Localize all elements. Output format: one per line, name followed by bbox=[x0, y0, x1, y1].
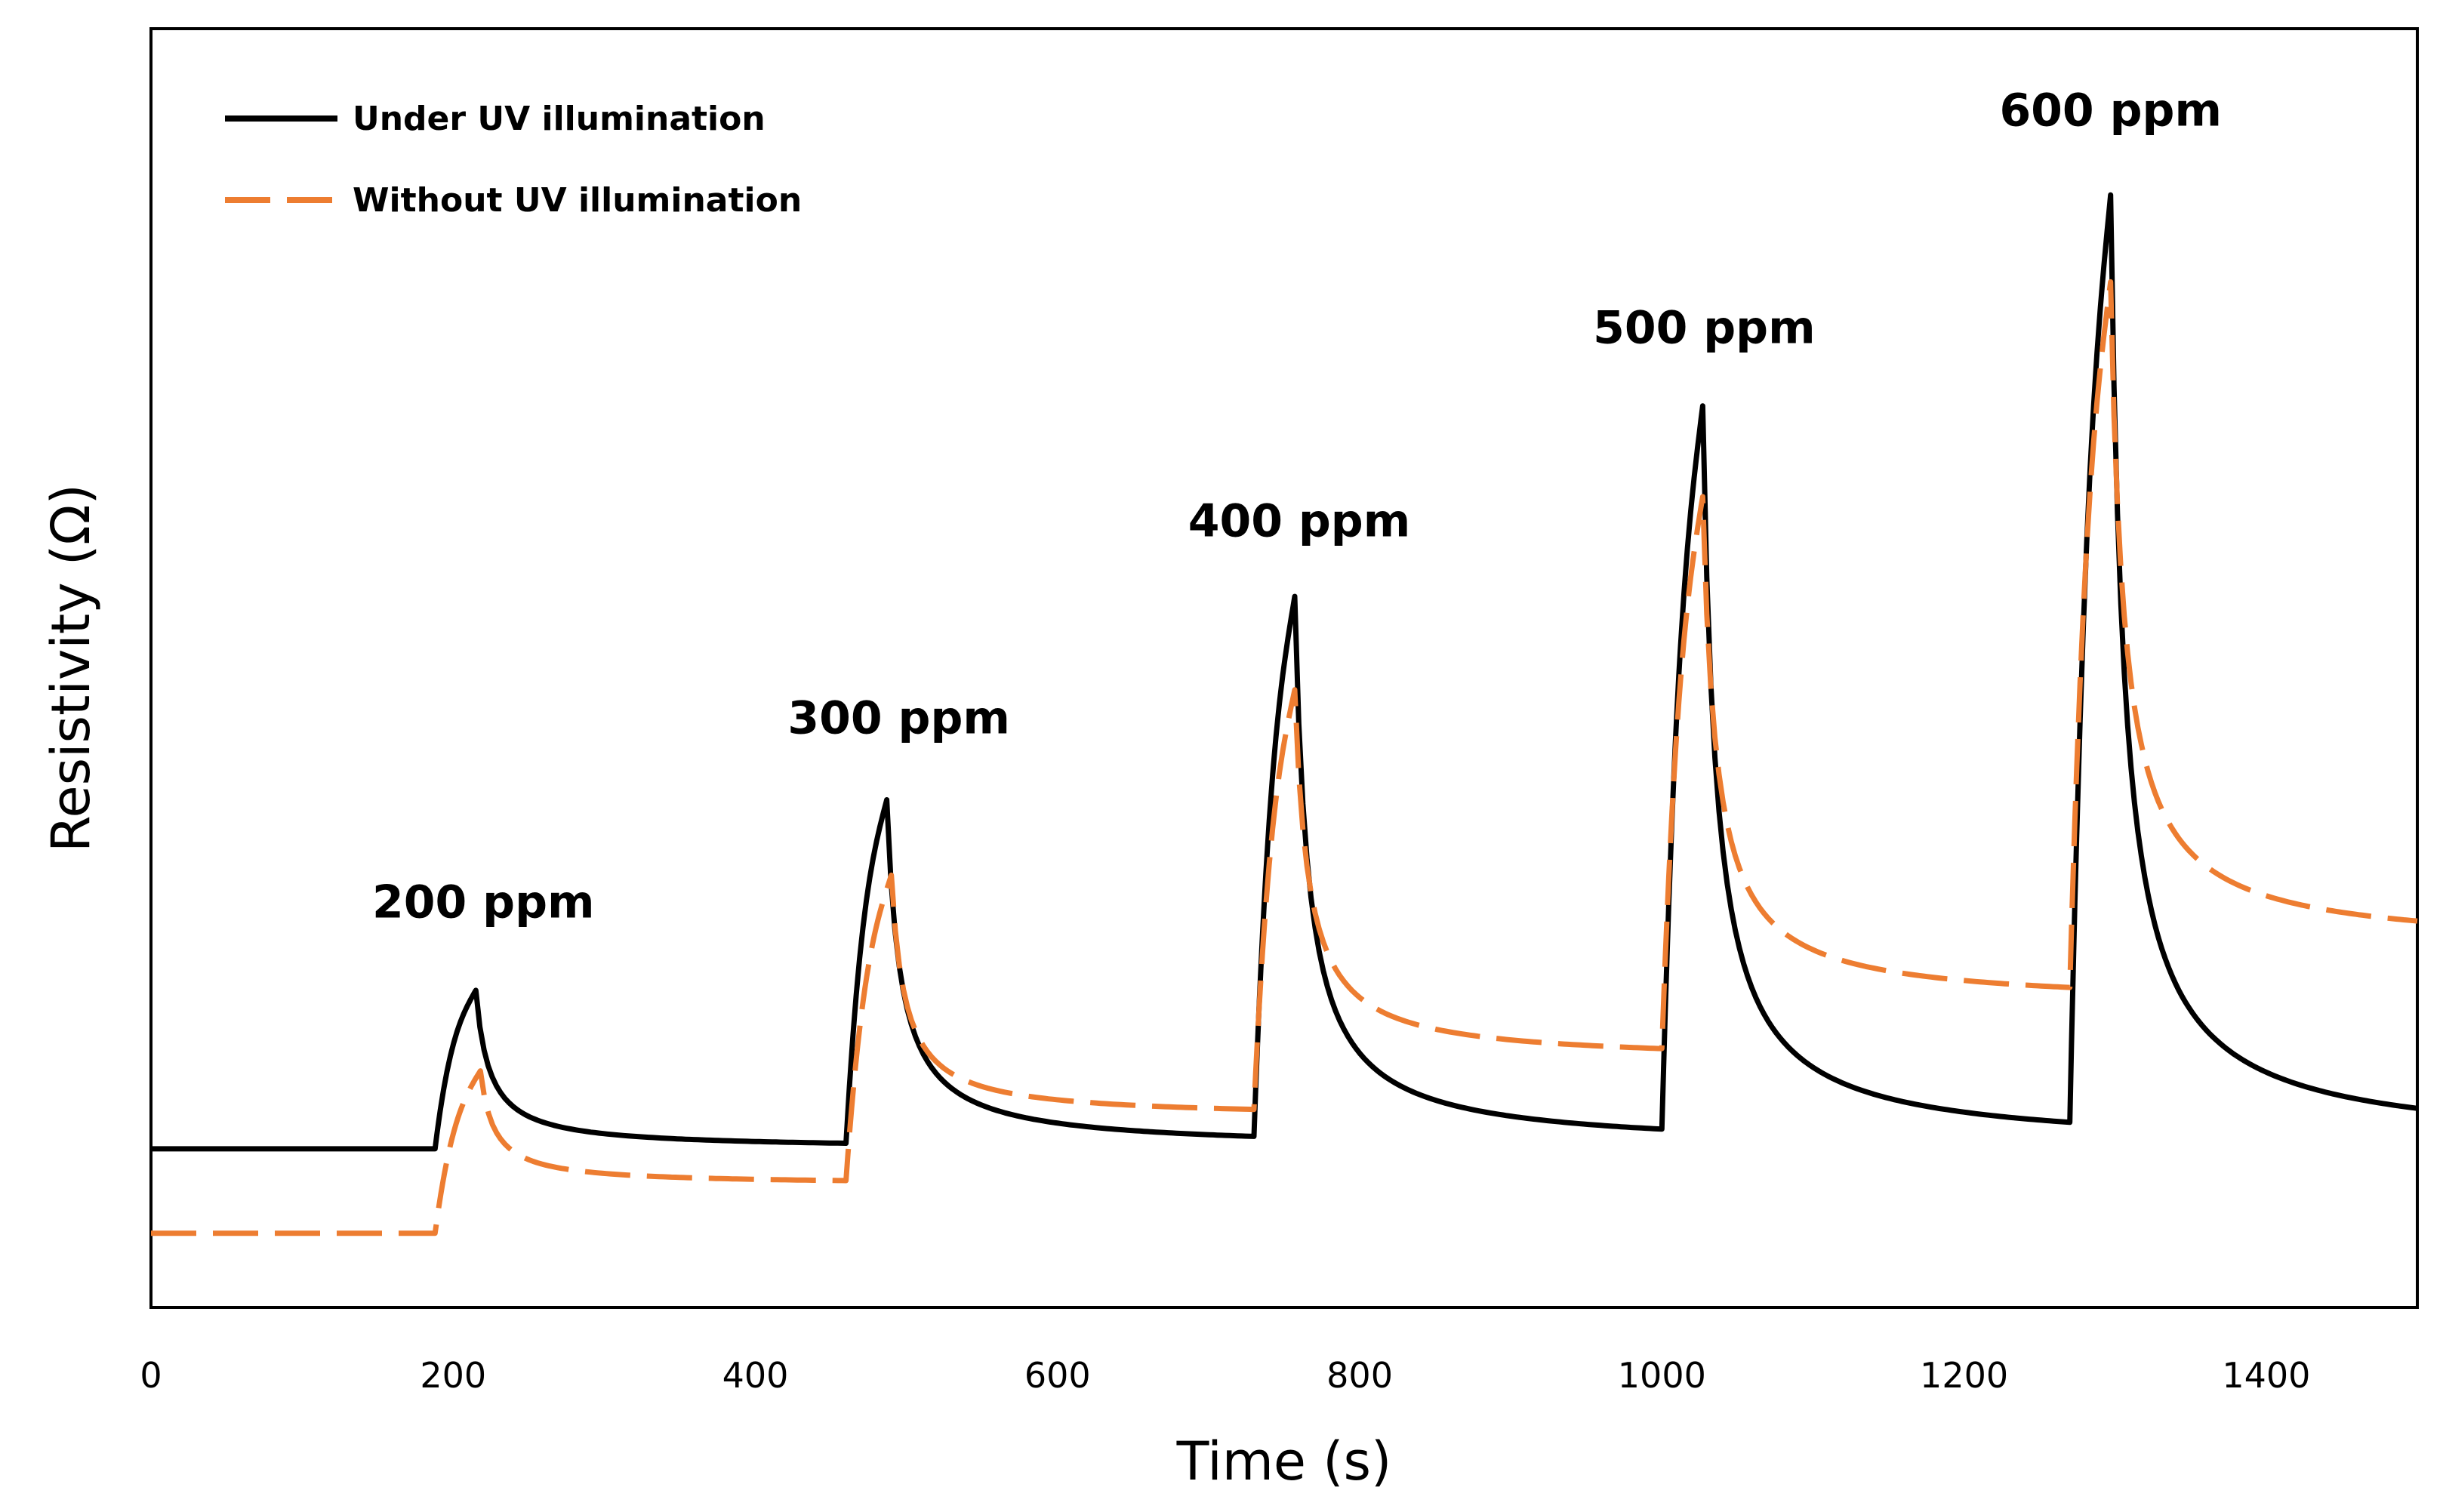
x-tick-label: 0 bbox=[140, 1355, 162, 1396]
legend-label-under-uv: Under UV illumination bbox=[353, 100, 766, 138]
x-tick-label: 400 bbox=[722, 1355, 789, 1396]
x-tick-label: 1400 bbox=[2222, 1355, 2310, 1396]
x-tick-label: 1200 bbox=[1920, 1355, 2008, 1396]
peak-label: 200 ppm bbox=[372, 876, 595, 928]
legend: Under UV illumination Without UV illumin… bbox=[225, 100, 802, 220]
series-line-under-uv bbox=[151, 192, 2418, 1152]
x-tick-label: 800 bbox=[1326, 1355, 1393, 1396]
x-tick-labels: 0 200 400 600 800 1000 1200 1400 bbox=[140, 1355, 2310, 1396]
peak-label: 600 ppm bbox=[1999, 85, 2222, 137]
lines-layer bbox=[151, 192, 2418, 1236]
peak-label: 300 ppm bbox=[787, 691, 1010, 744]
annotations-layer: 200 ppm 300 ppm 400 ppm 500 ppm 600 ppm bbox=[372, 85, 2222, 929]
x-tick-label: 200 bbox=[420, 1355, 486, 1396]
y-axis-title: Resistivity (Ω) bbox=[40, 484, 102, 852]
x-tick-label: 1000 bbox=[1618, 1355, 1706, 1396]
series-line-without-uv bbox=[151, 279, 2418, 1236]
peak-label: 400 ppm bbox=[1188, 495, 1411, 548]
x-tick-label: 600 bbox=[1024, 1355, 1091, 1396]
x-axis-title: Time (s) bbox=[1176, 1430, 1392, 1492]
legend-label-without-uv: Without UV illumination bbox=[353, 181, 802, 220]
plot-area-border bbox=[149, 27, 2419, 1309]
peak-label: 500 ppm bbox=[1593, 302, 1816, 355]
